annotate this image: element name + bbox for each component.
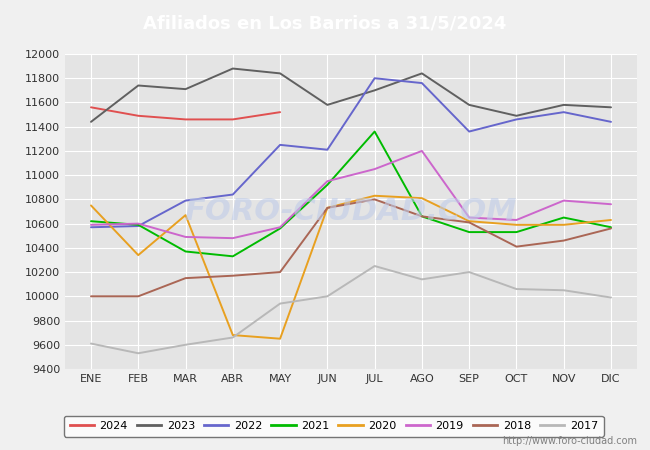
- Legend: 2024, 2023, 2022, 2021, 2020, 2019, 2018, 2017: 2024, 2023, 2022, 2021, 2020, 2019, 2018…: [64, 415, 604, 436]
- Text: FORO-CIUDAD.COM: FORO-CIUDAD.COM: [185, 197, 517, 226]
- Text: Afiliados en Los Barrios a 31/5/2024: Afiliados en Los Barrios a 31/5/2024: [143, 14, 507, 33]
- Text: http://www.foro-ciudad.com: http://www.foro-ciudad.com: [502, 436, 637, 446]
